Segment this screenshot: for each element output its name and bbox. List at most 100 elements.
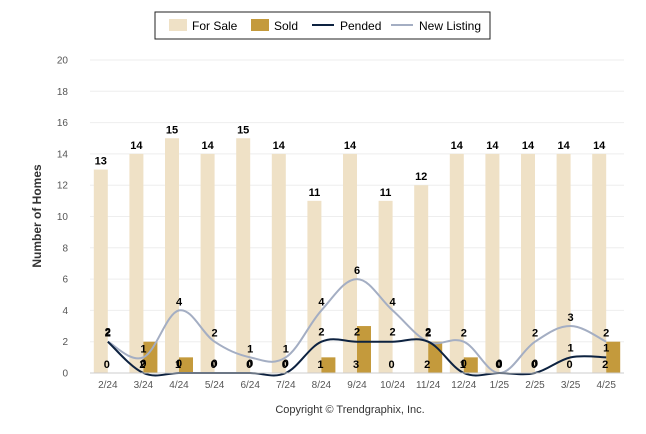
x-tick-label: 5/24 — [205, 380, 225, 391]
x-tick-label: 2/24 — [98, 380, 118, 391]
for-sale-bar — [521, 153, 535, 373]
new-listing-data-label: 2 — [425, 328, 431, 340]
sold-data-label: 0 — [282, 359, 288, 371]
pended-data-label: 2 — [105, 327, 111, 339]
sold-data-label: 3 — [353, 359, 359, 371]
pended-data-label: 0 — [532, 358, 538, 370]
legend-swatch-sold — [251, 19, 269, 31]
y-tick-label: 18 — [57, 87, 69, 98]
pended-data-label: 1 — [568, 342, 574, 354]
pended-data-label: 0 — [496, 358, 502, 370]
for-sale-data-label: 14 — [593, 140, 606, 152]
for-sale-bar — [592, 153, 607, 373]
x-tick-label: 3/25 — [561, 380, 581, 391]
for-sale-data-label: 15 — [166, 124, 178, 136]
for-sale-bar — [556, 153, 571, 373]
for-sale-data-label: 12 — [415, 171, 427, 183]
x-tick-label: 9/24 — [347, 380, 367, 391]
y-tick-label: 12 — [57, 181, 69, 192]
sold-data-label: 0 — [211, 359, 217, 371]
new-listing-data-label: 2 — [461, 328, 467, 340]
for-sale-bar — [485, 153, 500, 373]
sold-bar — [606, 341, 621, 373]
pended-data-label: 0 — [283, 358, 289, 370]
y-axis-label: Number of Homes — [30, 164, 44, 268]
pended-data-label: 0 — [212, 358, 218, 370]
pended-data-label: 2 — [354, 327, 360, 339]
for-sale-data-label: 14 — [486, 140, 499, 152]
pended-data-label: 0 — [140, 358, 146, 370]
x-tick-label: 6/24 — [240, 380, 260, 391]
y-tick-label: 8 — [62, 243, 68, 254]
sold-data-label: 2 — [139, 359, 145, 371]
y-tick-label: 4 — [62, 306, 68, 317]
new-listing-data-label: 0 — [496, 359, 502, 371]
sold-data-label: 1 — [175, 359, 181, 371]
copyright-text: Copyright © Trendgraphix, Inc. — [275, 404, 424, 416]
new-listing-data-label: 3 — [568, 312, 574, 324]
new-listing-data-label: 4 — [318, 296, 325, 308]
legend-label-new-listing: New Listing — [419, 19, 481, 33]
new-listing-data-label: 4 — [390, 296, 397, 308]
y-tick-label: 14 — [57, 149, 69, 160]
sold-bar — [179, 357, 193, 373]
new-listing-data-label: 1 — [283, 343, 289, 355]
for-sale-bar — [236, 138, 251, 373]
pended-data-label: 0 — [176, 358, 182, 370]
sold-data-label: 1 — [460, 359, 466, 371]
new-listing-series — [107, 278, 607, 375]
for-sale-data-label: 11 — [380, 187, 392, 199]
x-axis-ticks: 2/24 3/24 4/24 5/24 6/24 7/24 8/24 9/24 10/24 11/… — [98, 380, 616, 391]
sold-data-label: 0 — [567, 359, 573, 371]
for-sale-bar — [129, 153, 144, 373]
x-tick-label: 11/24 — [416, 380, 441, 391]
new-listing-data-label: 2 — [603, 328, 609, 340]
new-listing-data-label: 2 — [212, 328, 218, 340]
for-sale-data-label: 14 — [273, 140, 286, 152]
sold-data-label: 1 — [317, 359, 323, 371]
y-tick-label: 0 — [62, 369, 68, 380]
sold-data-label: 0 — [246, 359, 252, 371]
for-sale-data-label: 14 — [522, 140, 535, 152]
x-tick-label: 4/25 — [596, 380, 616, 391]
x-tick-label: 3/24 — [134, 380, 154, 391]
sold-data-label: 2 — [602, 359, 608, 371]
sold-bar — [463, 357, 478, 373]
for-sale-bar — [378, 200, 393, 373]
x-tick-label: 8/24 — [312, 380, 332, 391]
for-sale-bar — [343, 153, 357, 373]
sold-data-label: 0 — [495, 359, 501, 371]
x-tick-label: 10/24 — [380, 380, 405, 391]
pended-data-label: 2 — [318, 327, 324, 339]
x-tick-label: 4/24 — [169, 380, 189, 391]
sold-data-label: 0 — [389, 359, 395, 371]
sold-bar — [143, 341, 158, 373]
y-tick-label: 2 — [62, 337, 68, 348]
for-sale-data-label: 11 — [309, 187, 321, 199]
x-tick-label: 7/24 — [276, 380, 296, 391]
for-sale-data-label: 14 — [451, 140, 464, 152]
y-axis-ticks: 0 2 4 6 8 10 12 14 16 18 20 — [57, 56, 69, 380]
for-sale-data-label: 15 — [237, 124, 249, 136]
pended-data-label: 1 — [603, 342, 609, 354]
sold-bar — [357, 326, 371, 373]
pended-data-label: 0 — [247, 358, 253, 370]
y-tick-label: 6 — [62, 275, 68, 286]
sold-bar — [321, 357, 336, 373]
for-sale-bar — [93, 169, 108, 373]
sold-data-label: 2 — [424, 359, 430, 371]
legend: For Sale Sold Pended New Listing — [154, 11, 491, 40]
new-listing-line — [107, 278, 607, 375]
for-sale-bar — [449, 153, 464, 373]
pended-data-label: 2 — [425, 327, 431, 339]
for-sale-bars — [93, 138, 607, 373]
for-sale-data-label: 14 — [130, 140, 143, 152]
pended-data-label: 2 — [390, 327, 396, 339]
new-listing-data-label: 2 — [105, 328, 111, 340]
for-sale-bar — [414, 185, 429, 373]
legend-label-for-sale: For Sale — [192, 19, 238, 33]
sold-data-label: 0 — [531, 359, 537, 371]
y-tick-label: 10 — [57, 212, 69, 223]
